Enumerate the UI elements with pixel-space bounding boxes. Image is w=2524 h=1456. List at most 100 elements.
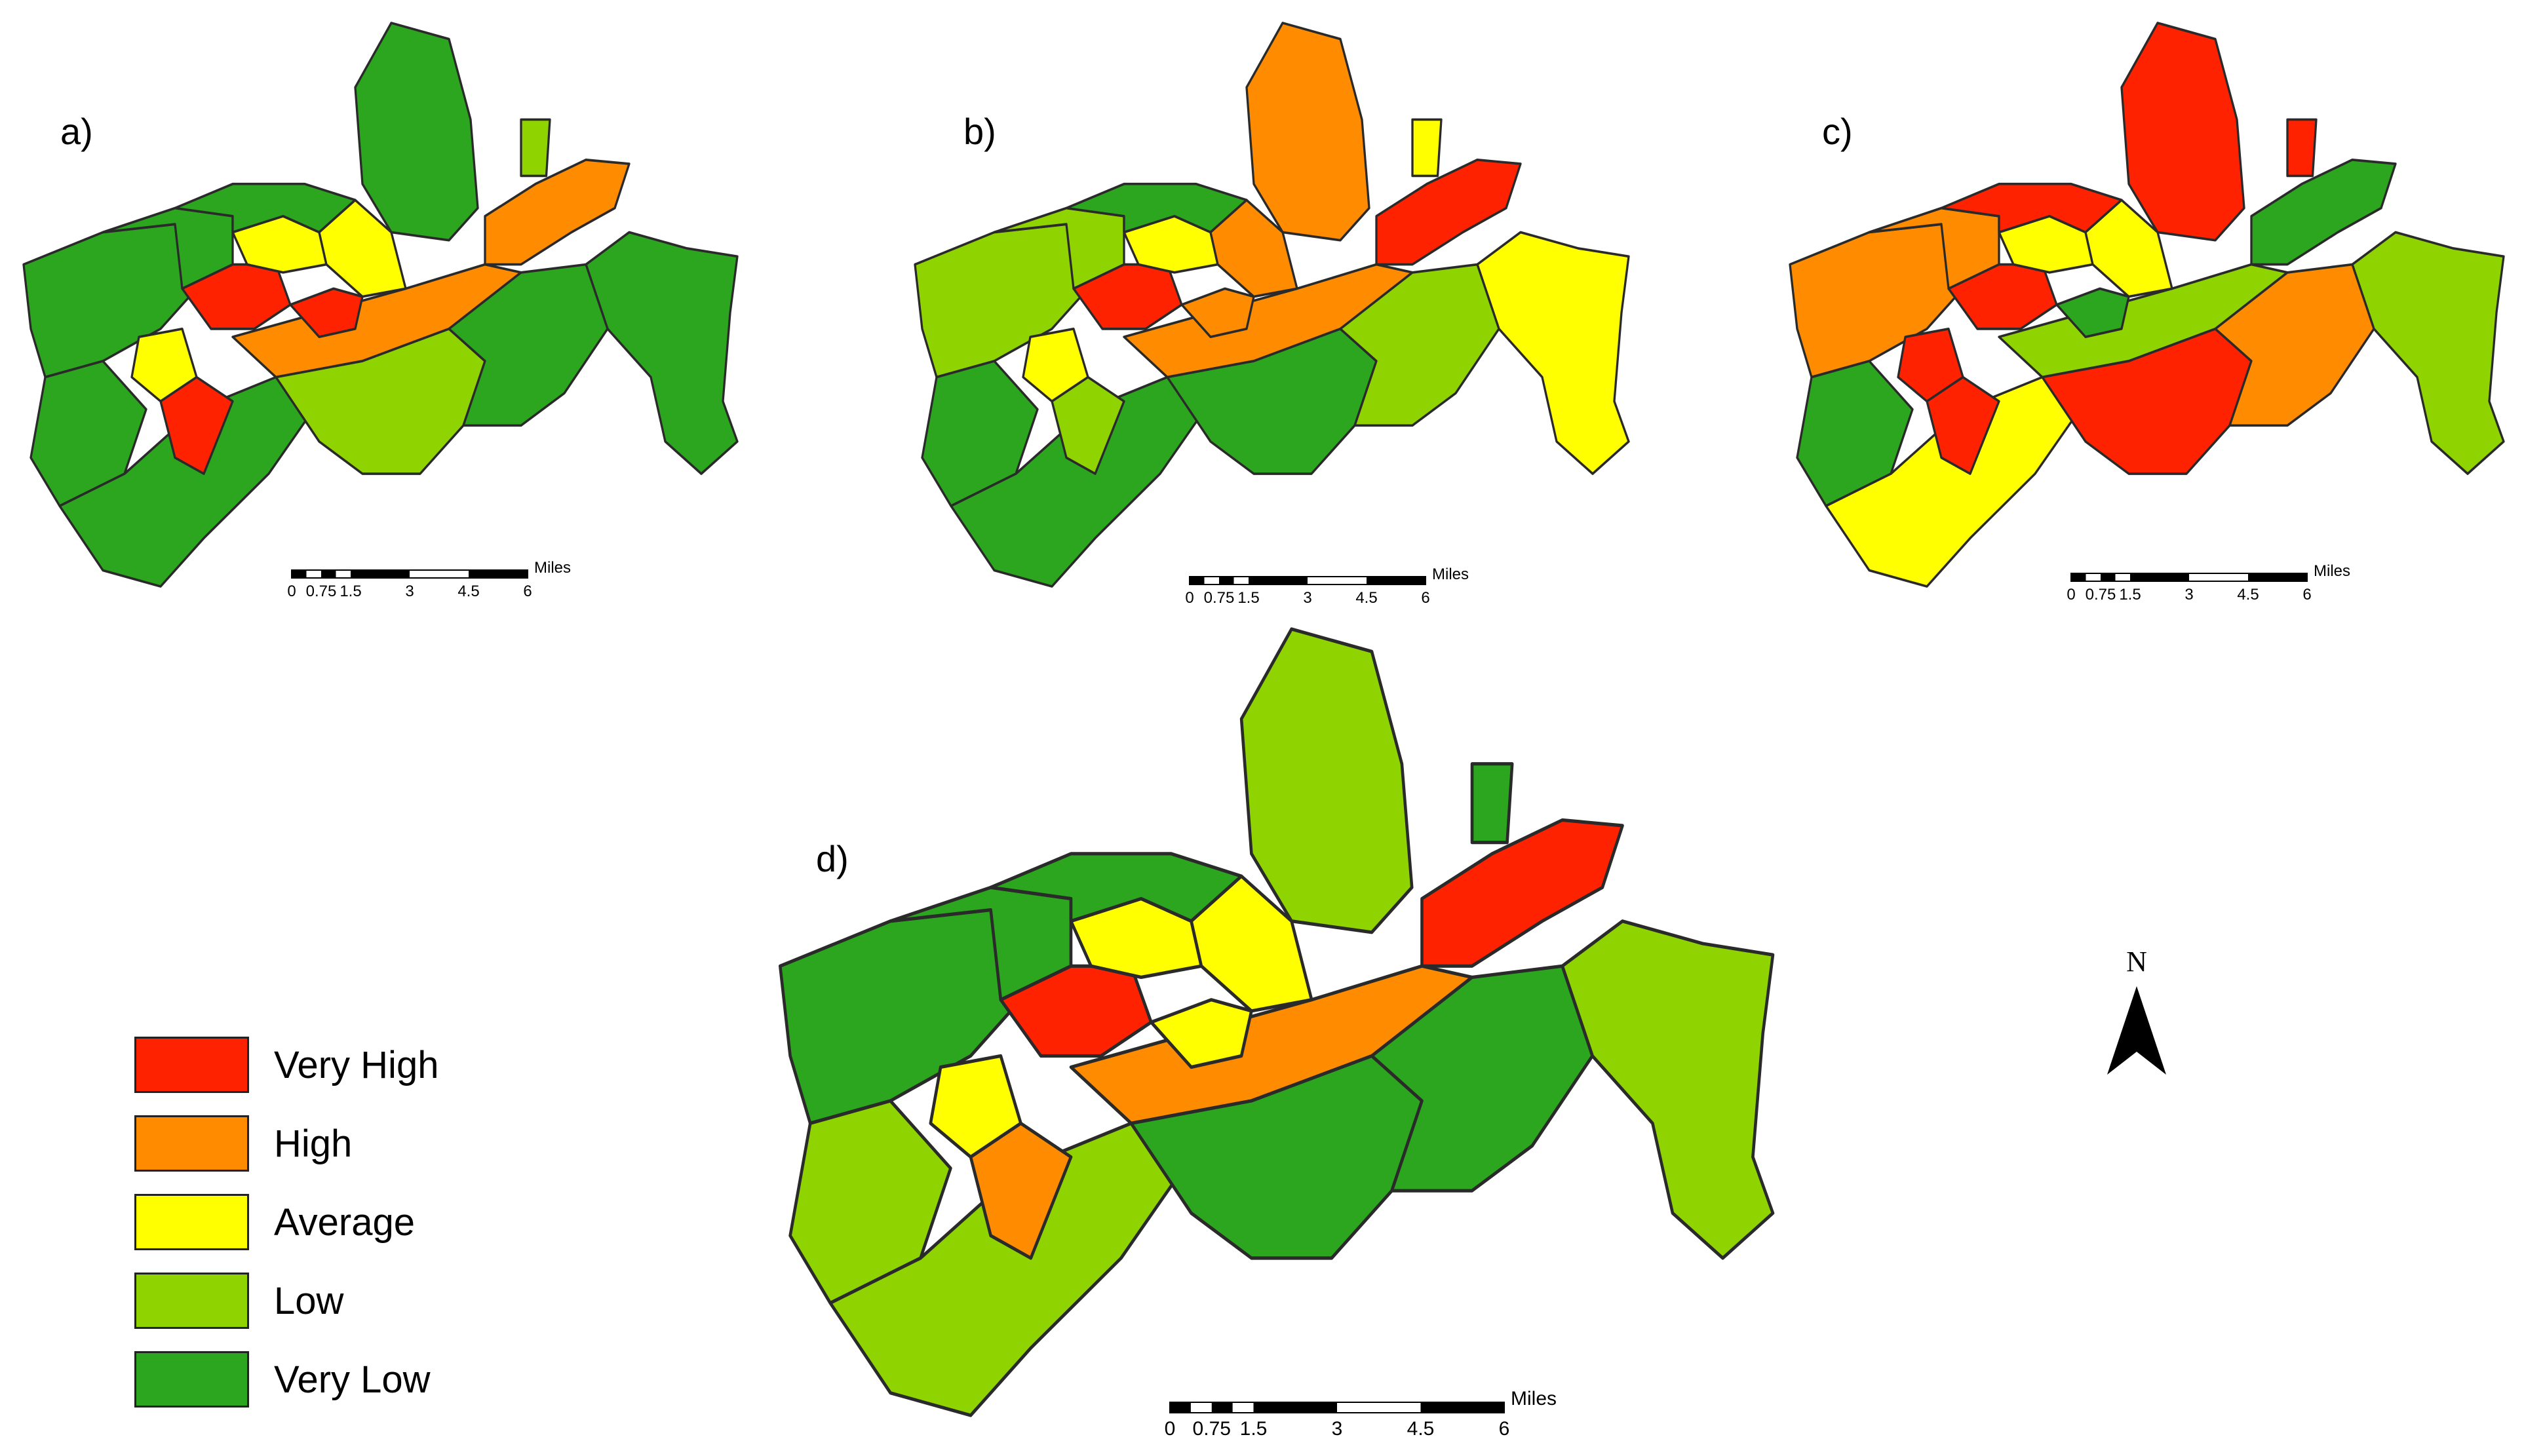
legend-swatch bbox=[134, 1037, 249, 1093]
north-arrow-icon bbox=[2137, 986, 2166, 1075]
scale-bar-tick-label: 3 bbox=[405, 583, 414, 600]
map-region-sw-long bbox=[58, 375, 320, 588]
map-region-north-east-sliver bbox=[1470, 762, 1514, 845]
scale-bar-segment bbox=[1253, 1402, 1337, 1413]
scale-bar-tick-label: 1.5 bbox=[340, 583, 361, 600]
map-region-north-east-sliver bbox=[1411, 118, 1443, 178]
map-region-north-east-sliver bbox=[520, 118, 551, 178]
scale-bar-segment bbox=[2071, 573, 2086, 581]
scale-bar-tick-label: 3 bbox=[1303, 589, 1311, 607]
legend: Very High High Average Low Very Low bbox=[134, 1025, 501, 1419]
map-region-south-strip bbox=[159, 375, 234, 475]
scale-bar-tick-label: 6 bbox=[2302, 586, 2311, 603]
legend-item-low: Low bbox=[134, 1261, 501, 1340]
scale-bar-segment bbox=[1420, 1402, 1504, 1413]
scale-bar-tick-label: 3 bbox=[2184, 586, 2193, 603]
map-region-east-wing bbox=[1476, 231, 1630, 475]
map-region-sw-long bbox=[828, 1121, 1193, 1417]
map-region-ne-cluster bbox=[484, 159, 631, 266]
map-region-ne-cluster bbox=[2250, 159, 2397, 266]
scale-bar-tick-label: 3 bbox=[1332, 1418, 1343, 1440]
scale-bar-tick-label: 4.5 bbox=[457, 583, 479, 600]
legend-swatch bbox=[134, 1273, 249, 1329]
map-region-ne-cluster bbox=[1420, 818, 1624, 968]
scale-bar-tick-label: 4.5 bbox=[1355, 589, 1377, 607]
scale-bar-segment bbox=[292, 570, 307, 578]
legend-label: Very Low bbox=[274, 1358, 431, 1401]
scale-bar-tick-label: 6 bbox=[523, 583, 532, 600]
panel-label-a: a) bbox=[60, 111, 93, 152]
map-region-east-wing bbox=[1561, 919, 1775, 1260]
scale-bar-tick-label: 4.5 bbox=[2237, 586, 2259, 603]
scale-bar-tick-label: 0.75 bbox=[1204, 589, 1235, 607]
legend-label: Very High bbox=[274, 1043, 439, 1086]
map-region-core-3 bbox=[289, 287, 364, 338]
map-region-east-wing bbox=[2351, 231, 2505, 475]
map-region-south-east bbox=[1370, 964, 1594, 1193]
north-arrow-label: N bbox=[2126, 946, 2147, 978]
scale-bar-segment bbox=[1219, 577, 1234, 584]
map-region-core-3 bbox=[2055, 287, 2130, 338]
legend-item-very-low: Very Low bbox=[134, 1340, 501, 1419]
map-region-south-east bbox=[2214, 263, 2375, 427]
north-arrow: N bbox=[2107, 946, 2166, 1075]
scale-bar-tick-label: 0 bbox=[287, 583, 296, 600]
map-region-north-tall bbox=[1245, 22, 1370, 242]
scale-bar-segment bbox=[469, 570, 528, 578]
scale-bar-segment bbox=[2248, 573, 2307, 581]
north-arrow-icon-left bbox=[2107, 986, 2137, 1075]
map-region-north-tall bbox=[2120, 22, 2245, 242]
scale-bar-segment bbox=[1367, 577, 1426, 584]
map-region-north-east-sliver bbox=[2286, 118, 2318, 178]
legend-swatch bbox=[134, 1115, 249, 1172]
map-region-south-strip bbox=[1051, 375, 1125, 475]
map-region-east-wing bbox=[585, 231, 739, 475]
scale-bar-tick-label: 0.75 bbox=[306, 583, 337, 600]
legend-label: High bbox=[274, 1122, 353, 1165]
panel-label-d: d) bbox=[816, 838, 849, 879]
legend-label: Low bbox=[274, 1279, 344, 1322]
scale-bar-tick-label: 1.5 bbox=[1237, 589, 1259, 607]
legend-swatch bbox=[134, 1351, 249, 1408]
legend-label: Average bbox=[274, 1200, 415, 1244]
panel-label-c: c) bbox=[1822, 111, 1853, 152]
choropleth-map-b bbox=[914, 22, 1630, 588]
map-region-mid-north bbox=[1190, 874, 1313, 1013]
scale-bar-segment bbox=[1249, 577, 1308, 584]
scale-bar-unit: Miles bbox=[534, 559, 571, 577]
choropleth-map-c bbox=[1789, 22, 2505, 588]
map-region-core-3 bbox=[1150, 998, 1253, 1069]
legend-swatch bbox=[134, 1194, 249, 1250]
scale-bar-segment bbox=[2130, 573, 2189, 581]
map-region-mid-north bbox=[2084, 199, 2173, 298]
scale-bar-unit: Miles bbox=[1432, 565, 1469, 583]
scale-bar-tick-label: 4.5 bbox=[1407, 1418, 1435, 1440]
scale-bar-tick-label: 1.5 bbox=[2119, 586, 2141, 603]
scale-bar-tick-label: 0.75 bbox=[2086, 586, 2116, 603]
map-region-sw-long bbox=[1825, 375, 2087, 588]
map-region-south-east bbox=[1339, 263, 1500, 427]
legend-item-very-high: Very High bbox=[134, 1025, 501, 1104]
scale-bar-segment bbox=[1170, 1402, 1191, 1413]
map-region-south-strip bbox=[969, 1121, 1073, 1260]
scale-bar-segment bbox=[321, 570, 336, 578]
scale-bar-unit: Miles bbox=[2314, 562, 2350, 580]
scale-bar-segment bbox=[1190, 577, 1205, 584]
scale-bar-segment bbox=[1211, 1402, 1233, 1413]
choropleth-map-a bbox=[22, 22, 739, 588]
map-region-ne-cluster bbox=[1375, 159, 1522, 266]
map-region-north-tall bbox=[1239, 627, 1414, 934]
scale-bar-segment bbox=[2101, 573, 2116, 581]
scale-bar-tick-label: 1.5 bbox=[1240, 1418, 1268, 1440]
legend-item-high: High bbox=[134, 1104, 501, 1183]
scale-bar-tick-label: 0 bbox=[2067, 586, 2075, 603]
scale-bar-tick-label: 6 bbox=[1421, 589, 1429, 607]
choropleth-map-d bbox=[779, 627, 1775, 1417]
map-region-mid-north bbox=[318, 199, 407, 298]
